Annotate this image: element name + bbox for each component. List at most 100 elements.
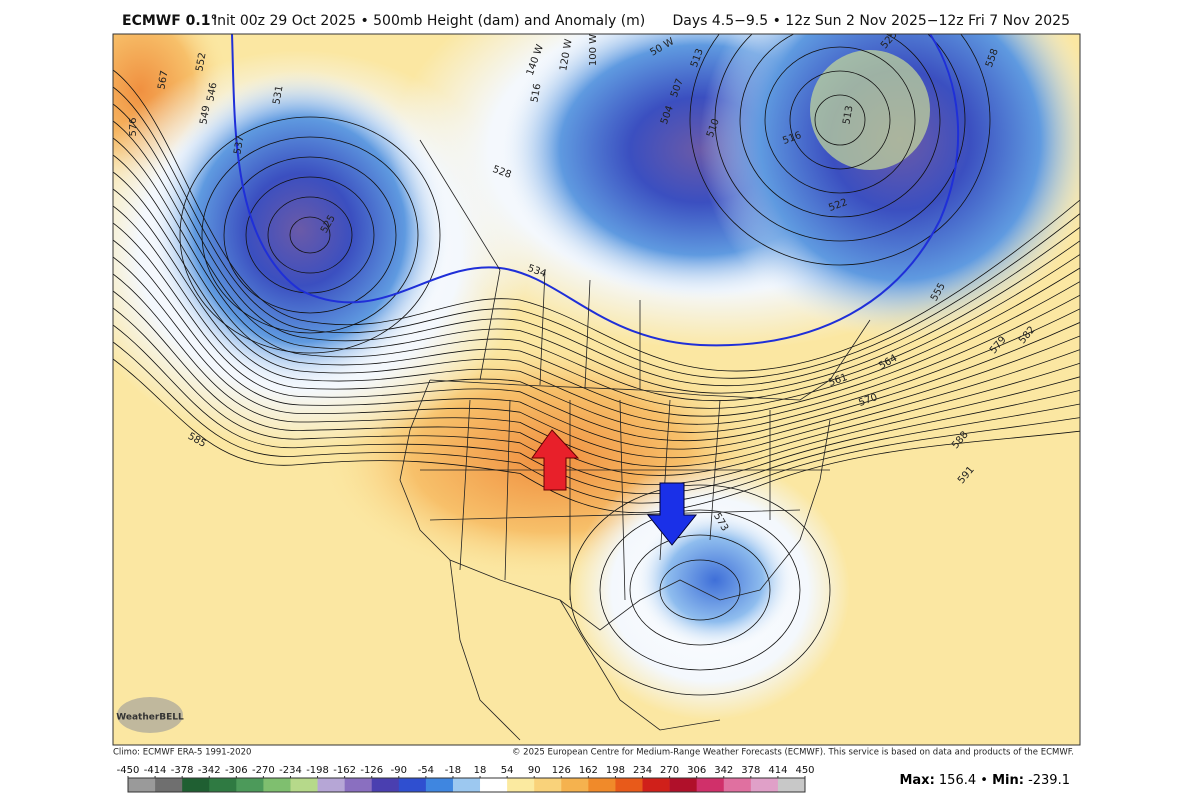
contour — [113, 137, 1080, 402]
colorbar-label: -306 — [225, 765, 248, 776]
colorbar-label: 90 — [528, 765, 541, 776]
colorbar-label: -450 — [117, 765, 140, 776]
contour — [113, 120, 1080, 394]
colorbar-label: -54 — [418, 765, 434, 776]
colorbar-label: 18 — [474, 765, 487, 776]
colorbar-label: 378 — [741, 765, 760, 776]
subtitle: Init 00z 29 Oct 2025 • 500mb Height (dam… — [213, 13, 645, 29]
contour — [689, 34, 991, 266]
contour-label: 100 W — [588, 34, 599, 66]
colorbar-label: 54 — [501, 765, 514, 776]
colorbar-bin — [182, 778, 210, 792]
colorbar: -450 -414 -378 -342 -306 -270 -234 -198 -162 -126… — [117, 765, 815, 793]
map-frame — [112, 33, 1081, 746]
contour — [223, 156, 397, 314]
contour — [113, 307, 1080, 485]
colorbar-bin — [750, 778, 779, 792]
colorbar-bin — [561, 778, 589, 792]
colorbar-label: 126 — [552, 765, 571, 776]
colorbar-bin — [317, 778, 345, 792]
colorbar-label: -126 — [360, 765, 383, 776]
colorbar-label: 162 — [579, 765, 598, 776]
colorbar-label: -342 — [198, 765, 221, 776]
contour — [201, 136, 419, 334]
colorbar-label: -162 — [333, 765, 356, 776]
contour-552 — [231, 34, 960, 347]
colorbar-label: 234 — [633, 765, 652, 776]
contour-label: 531 — [271, 85, 285, 106]
colorbar-bin — [155, 778, 183, 792]
contour-label: 549 — [198, 105, 212, 126]
ridge-arrow — [531, 429, 580, 491]
contour — [599, 509, 801, 671]
contour — [629, 534, 771, 646]
contour — [113, 171, 1080, 417]
colorbar-bin — [344, 778, 373, 792]
contour — [814, 94, 866, 146]
borders — [399, 139, 871, 741]
colorbar-bin — [236, 778, 264, 792]
contour — [245, 176, 375, 294]
period: Days 4.5−9.5 • 12z Sun 2 Nov 2025−12z Fr… — [673, 13, 1071, 29]
contour — [113, 239, 1080, 450]
contour — [113, 290, 1080, 476]
colorbar-bin — [290, 778, 318, 792]
contour — [113, 341, 1080, 504]
contour-label: 567 — [156, 70, 170, 91]
colorbar-frame — [127, 777, 806, 793]
colorbar-bin — [507, 778, 535, 792]
contour — [113, 86, 1080, 379]
colorbar-label: 270 — [660, 765, 679, 776]
colorbar-bin — [696, 778, 725, 792]
stats: Max: 156.4 • Min: -239.1 — [899, 773, 1070, 788]
contour — [113, 324, 1080, 495]
colorbar-label: 414 — [768, 765, 787, 776]
contour — [113, 273, 1080, 467]
contour-label: 546 — [205, 82, 219, 103]
climo-note: Climo: ECMWF ERA-5 1991-2020 — [113, 748, 251, 758]
contour — [113, 188, 1080, 425]
contour — [113, 103, 1080, 387]
contour-label: 516 — [529, 83, 543, 104]
colorbar-label: -234 — [279, 765, 302, 776]
title: ECMWF 0.1° — [122, 13, 217, 29]
colorbar-bin — [723, 778, 752, 792]
colorbar-label: 198 — [606, 765, 625, 776]
contour — [289, 216, 331, 254]
colorbar-label: -90 — [391, 765, 407, 776]
contour — [739, 34, 941, 218]
colorbar-bin — [425, 778, 454, 792]
height-contours — [113, 34, 1080, 696]
contour — [113, 154, 1080, 409]
colorbar-bin — [615, 778, 643, 792]
contour — [113, 256, 1080, 459]
colorbar-label: -414 — [144, 765, 167, 776]
separator: • — [980, 773, 988, 788]
colorbar-label: -18 — [445, 765, 461, 776]
colorbar-bin — [128, 778, 156, 792]
copyright: © 2025 European Centre for Medium-Range … — [512, 748, 1074, 758]
colorbar-label: -378 — [171, 765, 194, 776]
colorbar-bin — [452, 778, 481, 792]
contour — [179, 116, 441, 354]
contour-label: 513 — [841, 105, 855, 126]
map: 5765675525465495375315255285165135075045… — [113, 34, 1080, 745]
colorbar-label: -198 — [306, 765, 329, 776]
logo-text: WeatherBELL — [116, 713, 184, 723]
contour — [267, 196, 353, 274]
colorbar-bin — [371, 778, 400, 792]
trough-arrow — [646, 482, 698, 546]
colorbar-bin — [480, 778, 508, 792]
colorbar-bin — [642, 778, 670, 792]
contour — [113, 358, 1080, 514]
colorbar-label: 450 — [795, 765, 814, 776]
logo: WeatherBELL — [116, 697, 184, 733]
colorbar-bin — [588, 778, 616, 792]
contour-label: 537 — [232, 135, 246, 156]
colorbar-bin — [534, 778, 562, 792]
colorbar-bin — [777, 778, 806, 792]
min-label: Min: — [992, 773, 1024, 788]
colorbar-label: 306 — [687, 765, 706, 776]
